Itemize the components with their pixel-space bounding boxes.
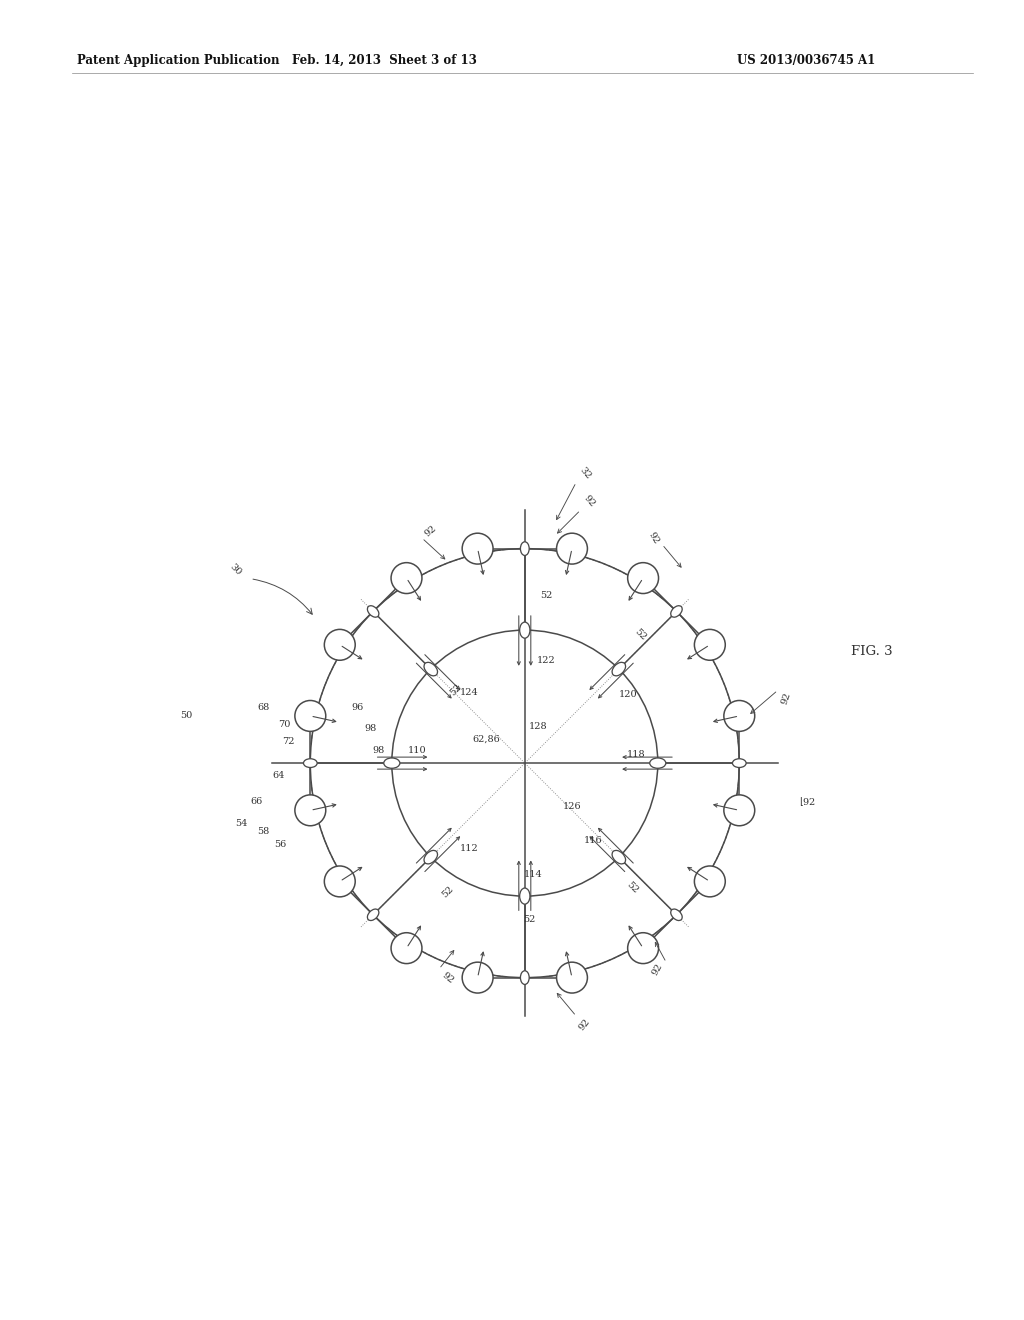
Circle shape xyxy=(295,701,326,731)
Text: 110: 110 xyxy=(409,746,427,755)
Text: 52: 52 xyxy=(523,915,536,924)
Circle shape xyxy=(462,962,494,993)
Ellipse shape xyxy=(671,909,682,920)
Text: 92: 92 xyxy=(651,961,665,977)
Text: 122: 122 xyxy=(537,656,556,665)
Circle shape xyxy=(391,562,422,594)
Circle shape xyxy=(694,866,725,896)
Circle shape xyxy=(391,933,422,964)
Text: 52: 52 xyxy=(625,880,640,895)
Ellipse shape xyxy=(650,758,666,768)
Ellipse shape xyxy=(732,759,746,767)
Ellipse shape xyxy=(384,758,399,768)
Text: 56: 56 xyxy=(274,840,287,849)
Text: 112: 112 xyxy=(460,845,478,854)
Text: 72: 72 xyxy=(283,737,295,746)
Text: 128: 128 xyxy=(528,722,547,731)
Text: 126: 126 xyxy=(562,801,582,810)
Ellipse shape xyxy=(671,606,682,618)
Text: 52: 52 xyxy=(633,627,648,642)
Ellipse shape xyxy=(424,850,437,863)
Text: 98: 98 xyxy=(373,746,385,755)
Ellipse shape xyxy=(519,622,530,638)
Text: 92: 92 xyxy=(582,494,597,510)
Text: 118: 118 xyxy=(627,750,646,759)
Text: 114: 114 xyxy=(524,870,543,879)
Text: 68: 68 xyxy=(257,702,269,711)
Text: 30: 30 xyxy=(227,562,243,578)
Text: 98: 98 xyxy=(365,725,377,734)
Text: 70: 70 xyxy=(279,719,291,729)
Ellipse shape xyxy=(424,663,437,676)
Text: 54: 54 xyxy=(236,818,248,828)
Text: 66: 66 xyxy=(251,797,263,807)
Circle shape xyxy=(724,701,755,731)
Text: Feb. 14, 2013  Sheet 3 of 13: Feb. 14, 2013 Sheet 3 of 13 xyxy=(292,54,476,67)
Text: 62,86: 62,86 xyxy=(472,735,500,744)
Text: 96: 96 xyxy=(351,702,364,711)
Text: US 2013/0036745 A1: US 2013/0036745 A1 xyxy=(737,54,876,67)
Circle shape xyxy=(295,795,326,826)
Ellipse shape xyxy=(303,759,317,767)
Circle shape xyxy=(628,933,658,964)
Circle shape xyxy=(310,549,739,978)
Text: 116: 116 xyxy=(584,836,603,845)
Text: 32: 32 xyxy=(578,466,592,482)
Circle shape xyxy=(628,562,658,594)
Text: 58: 58 xyxy=(257,828,269,837)
Circle shape xyxy=(462,533,494,564)
Circle shape xyxy=(557,533,588,564)
Circle shape xyxy=(724,795,755,826)
Circle shape xyxy=(557,962,588,993)
Ellipse shape xyxy=(519,888,530,904)
Ellipse shape xyxy=(612,663,626,676)
Text: 124: 124 xyxy=(460,688,478,697)
Ellipse shape xyxy=(368,606,379,618)
Text: 120: 120 xyxy=(618,690,637,700)
Ellipse shape xyxy=(520,541,529,556)
Circle shape xyxy=(694,630,725,660)
Text: 92: 92 xyxy=(578,1018,592,1032)
Ellipse shape xyxy=(612,850,626,863)
Circle shape xyxy=(325,866,355,896)
Text: 50: 50 xyxy=(180,711,193,721)
Text: 52: 52 xyxy=(440,884,455,899)
Ellipse shape xyxy=(368,909,379,920)
Text: 92: 92 xyxy=(780,692,793,706)
Text: Patent Application Publication: Patent Application Publication xyxy=(77,54,280,67)
Text: 92: 92 xyxy=(646,531,660,545)
Text: 52: 52 xyxy=(540,591,552,601)
Text: 92: 92 xyxy=(440,970,456,985)
Ellipse shape xyxy=(520,970,529,985)
Text: 64: 64 xyxy=(272,771,285,780)
Text: $\lfloor$92: $\lfloor$92 xyxy=(800,795,816,808)
Text: 92: 92 xyxy=(423,524,438,539)
Circle shape xyxy=(392,630,657,896)
Text: FIG. 3: FIG. 3 xyxy=(851,645,893,659)
Circle shape xyxy=(325,630,355,660)
Text: 52: 52 xyxy=(449,682,464,698)
